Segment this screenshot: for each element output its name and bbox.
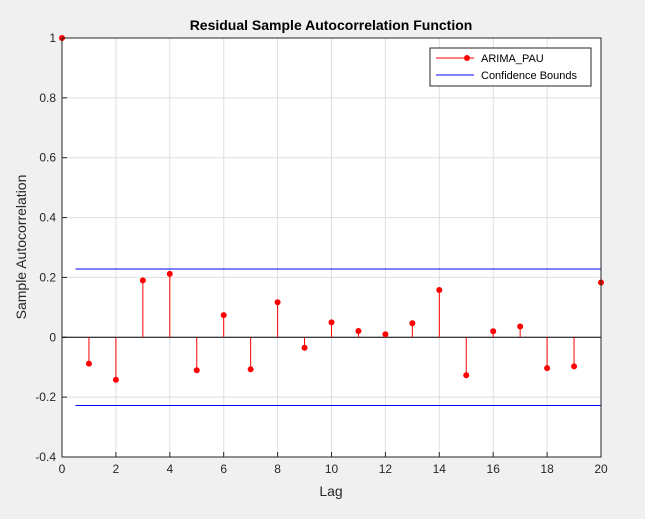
stem-marker bbox=[112, 376, 119, 383]
stem-marker bbox=[571, 363, 578, 370]
stem-marker bbox=[409, 320, 416, 327]
stem-marker bbox=[382, 331, 389, 338]
plot-frame bbox=[61, 37, 602, 458]
stem-marker bbox=[193, 367, 200, 374]
legend[interactable]: ARIMA_PAU Confidence Bounds bbox=[429, 47, 592, 87]
x-tick-label: 8 bbox=[274, 462, 281, 476]
stem-marker bbox=[463, 372, 470, 379]
x-tick-label: 0 bbox=[59, 462, 66, 476]
stem-marker bbox=[436, 286, 443, 293]
y-tick-label: 0.6 bbox=[39, 151, 56, 165]
y-tick-label: -0.4 bbox=[35, 450, 56, 464]
y-tick-label: 0 bbox=[49, 330, 56, 344]
y-tick-label: 1 bbox=[49, 31, 56, 45]
y-tick-labels: -0.4 -0.2 0 0.2 0.4 0.6 0.8 1 bbox=[35, 31, 56, 464]
x-tick-label: 4 bbox=[166, 462, 173, 476]
stem-marker bbox=[355, 328, 362, 335]
stem-marker bbox=[274, 299, 281, 306]
y-tick-label: 0.4 bbox=[39, 211, 56, 225]
legend-entry-series: ARIMA_PAU bbox=[481, 53, 544, 65]
legend-series-marker bbox=[464, 55, 470, 61]
stem-marker bbox=[247, 366, 254, 373]
stem-marker bbox=[85, 360, 92, 367]
stem-marker bbox=[301, 344, 308, 351]
x-tick-label: 10 bbox=[325, 462, 339, 476]
y-tick-label: -0.2 bbox=[35, 390, 56, 404]
stem-marker bbox=[328, 319, 335, 326]
stem-marker bbox=[139, 277, 146, 284]
x-tick-label: 14 bbox=[433, 462, 447, 476]
y-tick-label: 0.2 bbox=[39, 270, 56, 284]
stem-marker bbox=[544, 365, 551, 372]
stem-marker bbox=[166, 270, 173, 277]
stem-marker bbox=[220, 312, 227, 319]
stem-marker bbox=[490, 328, 497, 335]
y-tick-label: 0.8 bbox=[39, 91, 56, 105]
legend-entry-bounds: Confidence Bounds bbox=[481, 70, 578, 82]
x-axis-label: Lag bbox=[319, 483, 342, 499]
x-tick-labels: 0 2 4 6 8 10 12 14 16 18 20 bbox=[59, 462, 608, 476]
y-axis-label: Sample Autocorrelation bbox=[13, 175, 29, 320]
chart-title: Residual Sample Autocorrelation Function bbox=[190, 17, 473, 33]
confidence-bounds bbox=[75, 268, 601, 407]
x-tick-label: 12 bbox=[379, 462, 393, 476]
x-tick-label: 2 bbox=[113, 462, 120, 476]
x-tick-label: 16 bbox=[487, 462, 501, 476]
x-tick-label: 6 bbox=[220, 462, 227, 476]
stem-marker bbox=[517, 323, 524, 330]
x-tick-label: 20 bbox=[594, 462, 608, 476]
x-tick-label: 18 bbox=[540, 462, 554, 476]
legend-box bbox=[429, 47, 592, 87]
